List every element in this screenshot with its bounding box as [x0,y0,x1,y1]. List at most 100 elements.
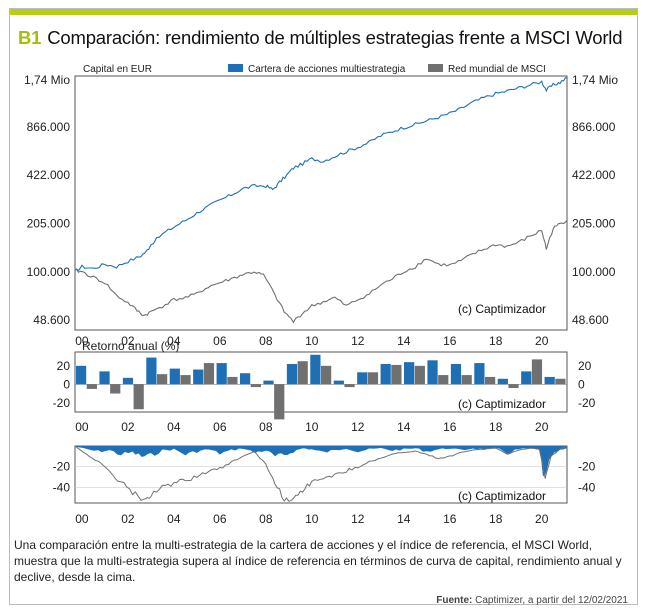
benchmark-return-bar [250,384,261,388]
source-line: Fuente: Captimizer, a partir del 12/02/2… [436,595,628,606]
strategy-return-bar [76,365,87,385]
equity-ytick-right: 422.000 [572,168,616,182]
strategy-return-bar [521,371,532,385]
caption: Una comparación entre la multi-estrategi… [14,538,622,584]
benchmark-return-bar [110,384,121,394]
legend-label: Red mundial de MSCI [448,64,546,75]
legend-swatch [428,64,443,72]
legend-swatch [228,64,243,72]
benchmark-return-bar [227,376,238,385]
benchmark-return-bar [203,363,215,385]
returns-watermark: (c) Captimizador [458,397,546,411]
benchmark-return-bar [86,384,97,389]
equity-ytick-left: 48.600 [33,313,70,327]
drawdown-watermark: (c) Captimizador [458,489,546,503]
strategy-return-bar [380,364,391,385]
strategy-return-bar [333,380,344,385]
accent-bar [10,9,637,15]
drawdown-xtick: 14 [397,512,411,526]
equity-ytick-left: 1,74 Mio [24,73,70,87]
equity-xtick: 08 [259,334,273,348]
drawdown-xtick: 02 [121,512,135,526]
equity-xtick: 04 [167,334,181,348]
returns-ytick-left: -20 [53,396,71,410]
equity-watermark: (c) Captimizador [458,302,546,316]
drawdown-xtick: 18 [489,512,503,526]
returns-xtick: 04 [167,420,181,434]
returns-xtick: 20 [535,420,549,434]
equity-xtick: 14 [397,334,411,348]
benchmark-return-bar [157,374,168,385]
strategy-return-bar [544,376,555,385]
returns-xtick: 16 [443,420,457,434]
benchmark-return-bar [297,361,308,385]
benchmark-equity-line [74,220,568,324]
legend-label: Cartera de acciones multiestrategia [248,64,406,75]
strategy-return-bar [497,378,508,385]
drawdown-ytick-right: -40 [578,480,596,494]
strategy-return-bar [404,362,415,385]
equity-ytick-right: 100.000 [572,265,616,279]
figure-title: B1 Comparación: rendimiento de múltiples … [18,27,622,49]
drawdown-xtick: 12 [351,512,365,526]
drawdown-ytick-right: -20 [578,460,596,474]
strategy-return-bar [286,364,298,385]
equity-ytick-right: 48.600 [572,313,609,327]
drawdown-xtick: 08 [259,512,273,526]
benchmark-drawdown-line [74,445,568,502]
equity-xtick: 12 [351,334,365,348]
equity-ytick-left: 100.000 [27,265,71,279]
drawdown-xtick: 10 [305,512,319,526]
benchmark-return-bar [391,364,402,385]
returns-xtick: 18 [489,420,503,434]
strategy-return-bar [310,354,321,385]
strategy-return-bar [193,369,204,385]
equity-xtick: 10 [305,334,319,348]
benchmark-return-bar [438,375,449,385]
returns-xtick: 08 [259,420,273,434]
returns-ytick-left: 0 [63,377,70,391]
drawdown-ytick-left: -40 [53,480,71,494]
equity-ytick-left: 205.000 [27,217,71,231]
figure-tag: B1 [18,27,42,48]
drawdown-xtick: 20 [535,512,549,526]
source-label: Fuente: [436,595,473,606]
equity-xtick: 02 [121,334,135,348]
drawdown-xtick: 00 [75,512,89,526]
strategy-return-bar [474,363,485,385]
strategy-return-bar [450,364,462,385]
strategy-return-bar [146,357,157,385]
returns-xtick: 10 [305,420,319,434]
equity-ytick-left: 422.000 [27,168,71,182]
benchmark-return-bar [274,384,285,420]
strategy-return-bar [169,368,180,385]
drawdown-ytick-left: -20 [53,460,71,474]
benchmark-return-bar [367,372,379,385]
benchmark-return-bar [461,375,472,385]
benchmark-return-bar [485,376,496,385]
returns-ytick-right: 0 [578,377,585,391]
strategy-return-bar [357,372,368,385]
strategy-return-bar [216,363,227,385]
drawdown-xtick: 16 [443,512,457,526]
benchmark-return-bar [414,365,425,385]
returns-title: Retorno anual (%) [82,339,179,353]
strategy-return-bar [427,360,438,385]
equity-xtick: 16 [443,334,457,348]
drawdown-plot-area [74,445,568,504]
returns-xtick: 12 [351,420,365,434]
benchmark-return-bar [555,378,566,385]
benchmark-return-bar [180,375,191,385]
equity-ytick-right: 205.000 [572,217,616,231]
drawdown-xtick: 04 [167,512,181,526]
benchmark-return-bar [321,365,332,385]
strategy-drawdown-area [74,445,568,477]
equity-ytick-left: 866.000 [27,120,71,134]
benchmark-return-bar [531,359,543,385]
strategy-return-bar [263,380,274,385]
drawdown-xtick: 06 [213,512,227,526]
equity-xtick: 06 [213,334,227,348]
strategy-return-bar [240,373,251,385]
returns-xtick: 14 [397,420,411,434]
returns-ytick-left: 20 [57,359,71,373]
